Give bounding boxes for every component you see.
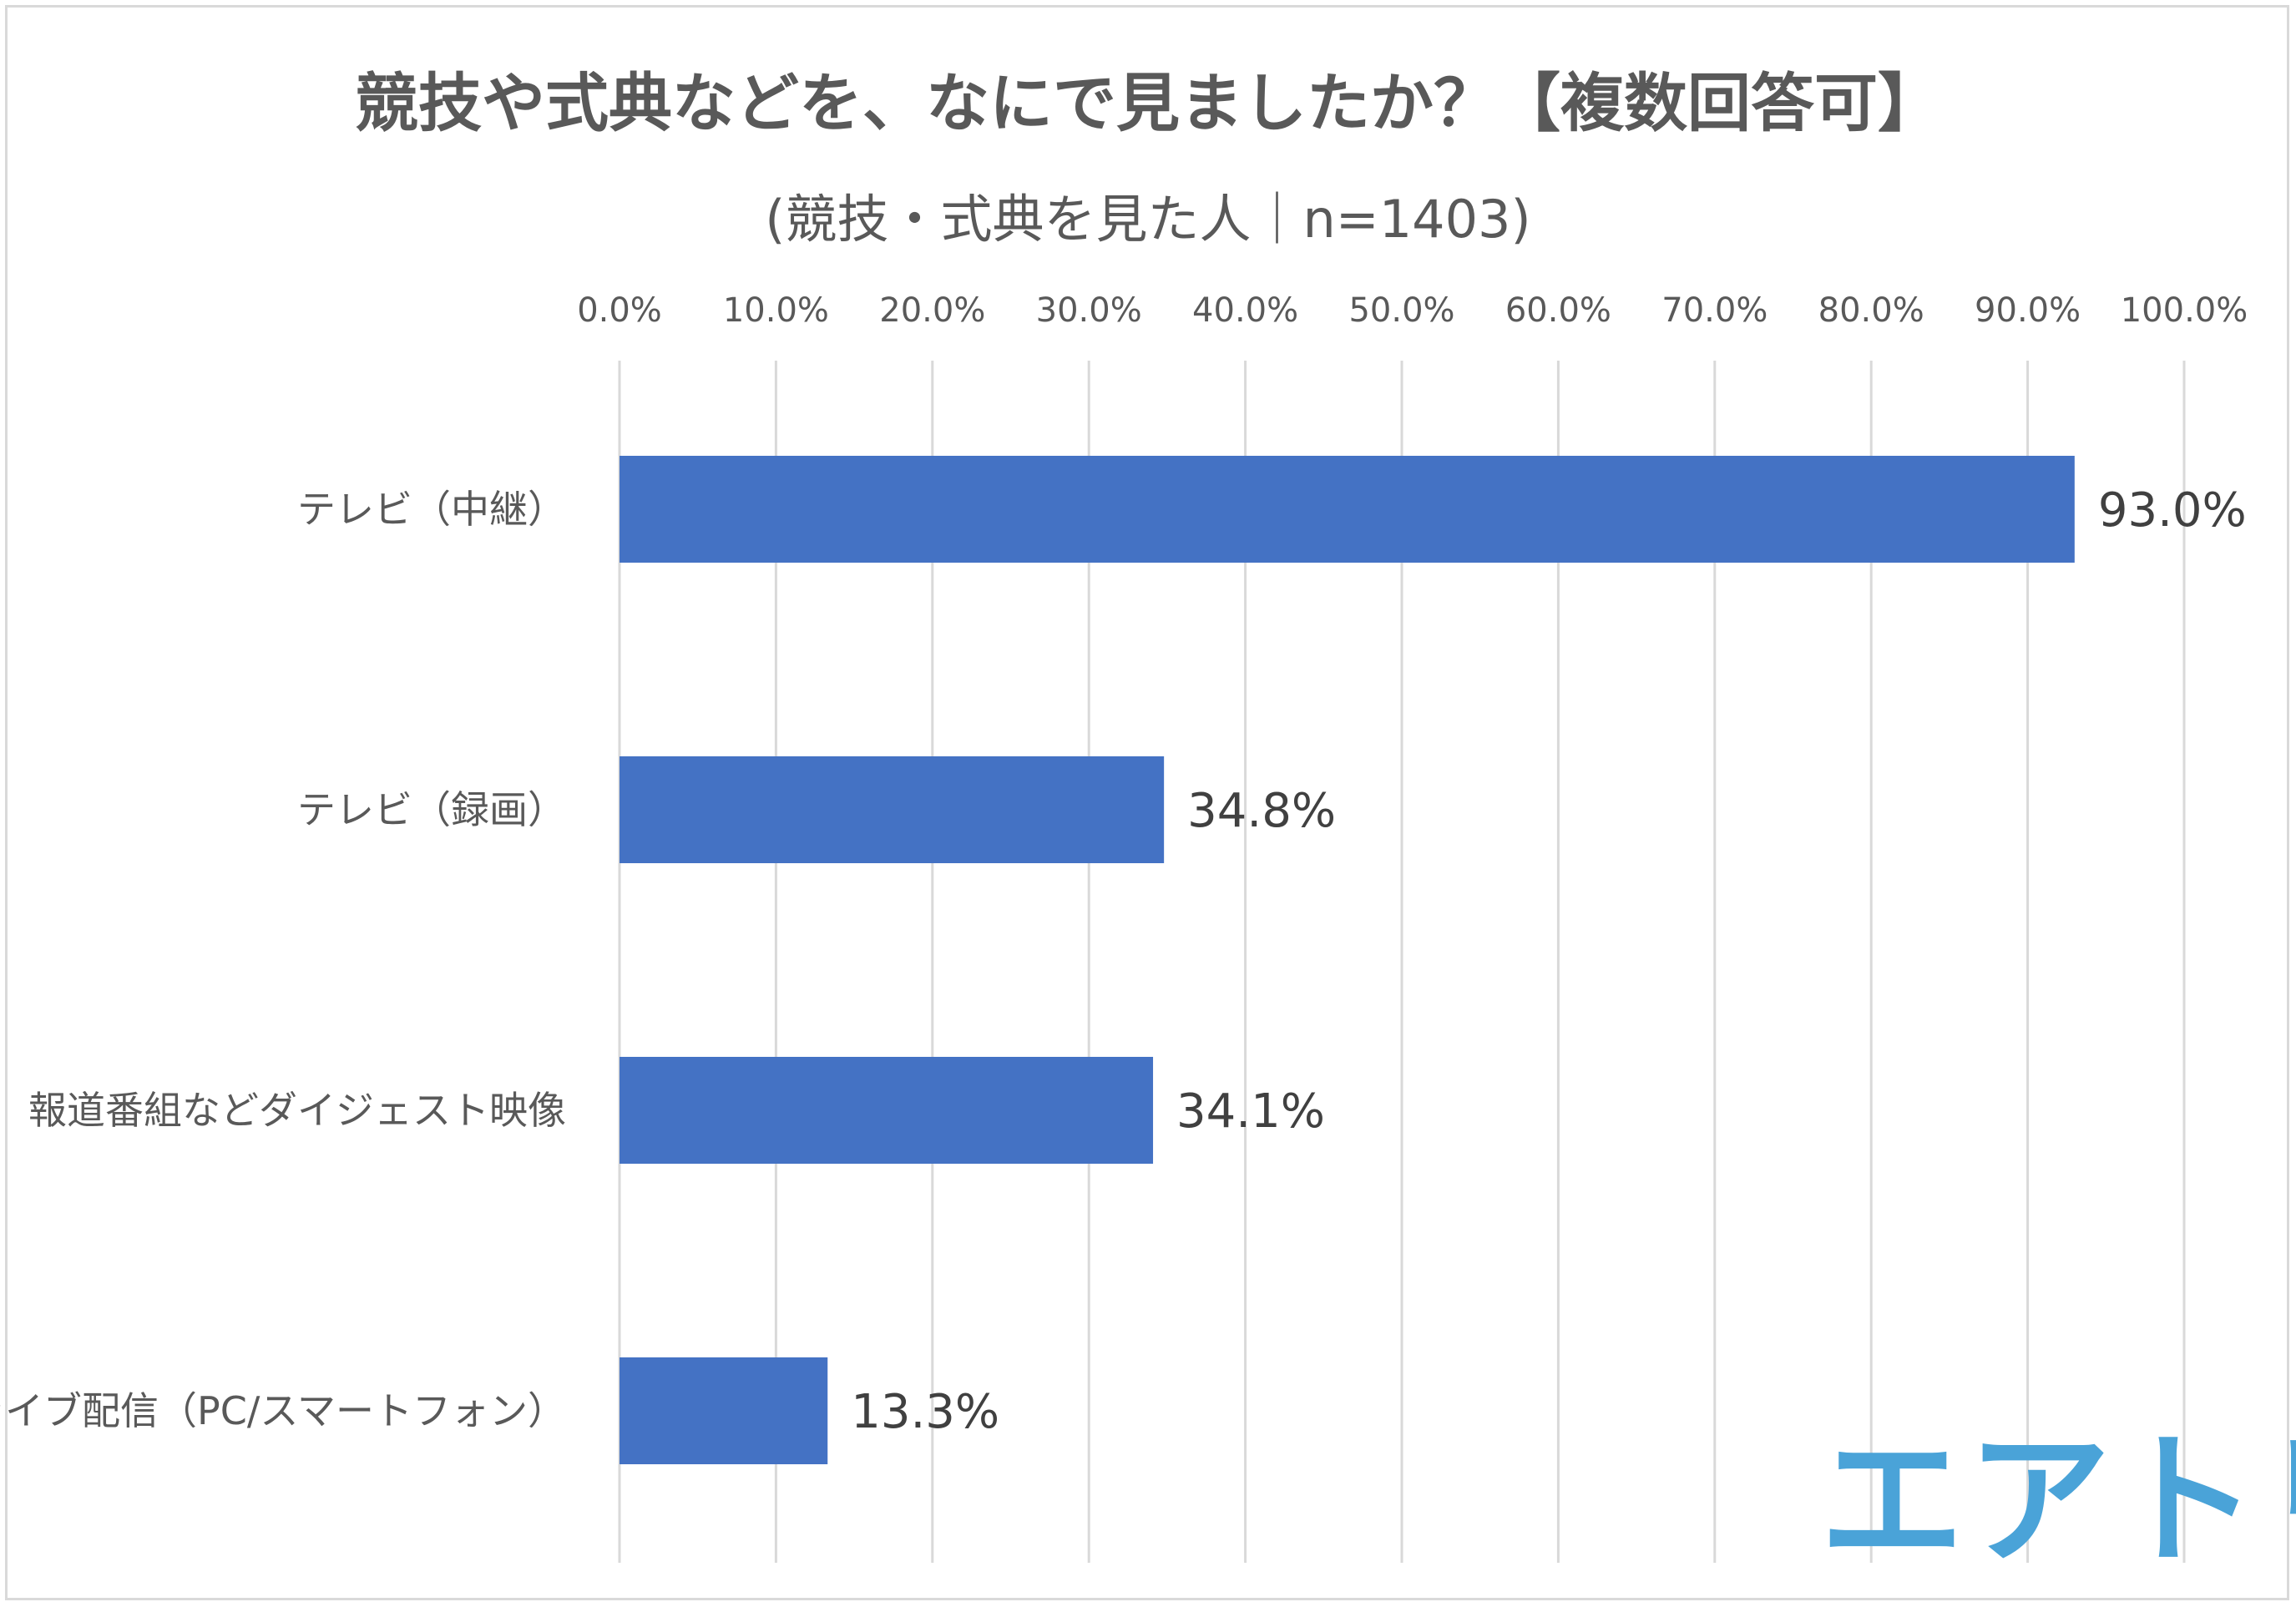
brand-logo: エアトリ [1820,1417,2296,1584]
x-tick-label: 90.0% [1975,291,2081,330]
x-tick-label: 20.0% [879,291,985,330]
x-tick-label: 10.0% [723,291,829,330]
category-label: テレビ（録画） [297,787,566,832]
data-label: 34.1% [1176,1084,1325,1139]
bar [620,1357,828,1464]
data-label: 93.0% [2098,483,2247,538]
data-label: 13.3% [851,1385,999,1439]
chart-title: 競技や式典などを、なにで見ましたか？【複数回答可】 [355,66,1941,140]
x-tick-label: 60.0% [1505,291,1611,330]
x-tick-label: 70.0% [1661,291,1768,330]
x-axis-ticks: 0.0% 10.0% 20.0% 30.0% 40.0% 50.0% 60.0% 70.0% 8… [577,291,2248,330]
x-tick-label: 40.0% [1192,291,1298,330]
category-label: テレビ（中継） [297,487,566,532]
bar [620,756,1165,863]
chart-subtitle: (競技・式典を見た人｜n=1403) [765,189,1531,250]
category-label: ライブ配信（PC/スマートフォン） [0,1388,566,1433]
x-tick-label: 0.0% [577,291,662,330]
x-tick-label: 30.0% [1036,291,1142,330]
bar [620,1057,1154,1164]
bar [620,456,2075,563]
data-labels: 93.0% 34.8% 34.1% 13.3% [851,483,2246,1439]
bars [620,456,2075,1464]
x-tick-label: 100.0% [2121,291,2248,330]
x-tick-label: 50.0% [1348,291,1454,330]
data-label: 34.8% [1187,784,1336,838]
category-label: 報道番組などダイジェスト映像 [28,1088,566,1133]
category-labels: テレビ（中継） テレビ（録画） 報道番組などダイジェスト映像ライブ配信（PC/スマー… [0,487,566,1433]
x-tick-label: 80.0% [1818,291,1924,330]
